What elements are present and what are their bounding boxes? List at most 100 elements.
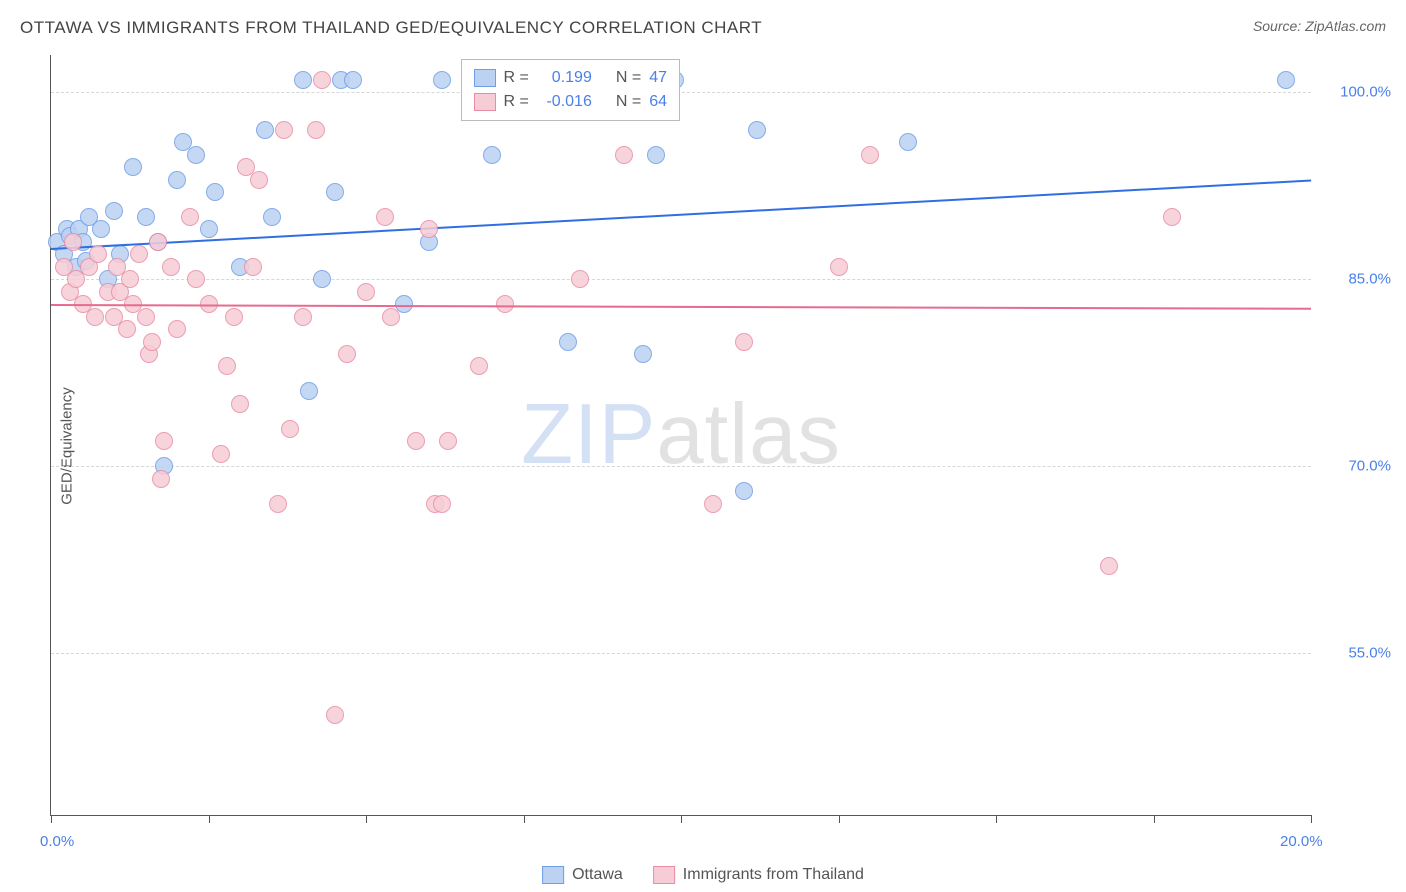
data-point xyxy=(149,233,167,251)
data-point xyxy=(121,270,139,288)
y-tick-label: 55.0% xyxy=(1321,645,1391,662)
data-point xyxy=(307,121,325,139)
watermark-zip: ZIP xyxy=(521,387,656,482)
data-point xyxy=(168,320,186,338)
data-point xyxy=(137,208,155,226)
data-point xyxy=(1100,557,1118,575)
x-tick xyxy=(209,815,210,823)
n-label: N = xyxy=(616,69,641,87)
data-point xyxy=(376,208,394,226)
data-point xyxy=(407,432,425,450)
data-point xyxy=(244,258,262,276)
data-point xyxy=(64,233,82,251)
data-point xyxy=(130,245,148,263)
data-point xyxy=(496,295,514,313)
legend-swatch xyxy=(474,69,496,87)
data-point xyxy=(899,133,917,151)
n-value: 47 xyxy=(649,69,667,87)
data-point xyxy=(344,71,362,89)
data-point xyxy=(735,333,753,351)
gridline xyxy=(51,92,1311,93)
data-point xyxy=(225,308,243,326)
data-point xyxy=(294,308,312,326)
y-tick-label: 70.0% xyxy=(1321,458,1391,475)
data-point xyxy=(200,220,218,238)
data-point xyxy=(439,432,457,450)
legend-item-ottawa: Ottawa xyxy=(542,866,623,884)
data-point xyxy=(647,146,665,164)
r-label: R = xyxy=(504,69,529,87)
data-point xyxy=(212,445,230,463)
data-point xyxy=(105,202,123,220)
correlation-legend: R = 0.199 N = 47 R = -0.016 N = 64 xyxy=(461,59,680,121)
data-point xyxy=(256,121,274,139)
data-point xyxy=(281,420,299,438)
data-point xyxy=(137,308,155,326)
data-point xyxy=(483,146,501,164)
chart-title: OTTAWA VS IMMIGRANTS FROM THAILAND GED/E… xyxy=(20,18,762,37)
watermark-atlas: atlas xyxy=(656,387,841,482)
data-point xyxy=(187,146,205,164)
legend-swatch xyxy=(474,93,496,111)
data-point xyxy=(433,495,451,513)
legend-swatch xyxy=(653,866,675,884)
y-tick-label: 85.0% xyxy=(1321,271,1391,288)
data-point xyxy=(326,183,344,201)
x-tick xyxy=(1311,815,1312,823)
data-point xyxy=(118,320,136,338)
data-point xyxy=(152,470,170,488)
x-tick xyxy=(996,815,997,823)
data-point xyxy=(313,270,331,288)
n-label: N = xyxy=(616,93,641,111)
data-point xyxy=(704,495,722,513)
data-point xyxy=(1277,71,1295,89)
data-point xyxy=(861,146,879,164)
x-tick xyxy=(366,815,367,823)
data-point xyxy=(470,357,488,375)
gridline xyxy=(51,653,1311,654)
data-point xyxy=(168,171,186,189)
data-point xyxy=(338,345,356,363)
legend-label: Ottawa xyxy=(572,866,623,884)
data-point xyxy=(294,71,312,89)
x-tick-label: 0.0% xyxy=(40,833,74,850)
n-value: 64 xyxy=(649,93,667,111)
data-point xyxy=(559,333,577,351)
data-point xyxy=(735,482,753,500)
data-point xyxy=(92,220,110,238)
data-point xyxy=(269,495,287,513)
data-point xyxy=(143,333,161,351)
chart-header: OTTAWA VS IMMIGRANTS FROM THAILAND GED/E… xyxy=(20,18,1386,48)
data-point xyxy=(830,258,848,276)
data-point xyxy=(231,395,249,413)
legend-row: R = 0.199 N = 47 xyxy=(474,66,667,90)
trend-line xyxy=(51,180,1311,251)
data-point xyxy=(615,146,633,164)
x-tick xyxy=(1154,815,1155,823)
data-point xyxy=(357,283,375,301)
data-point xyxy=(187,270,205,288)
legend-item-thailand: Immigrants from Thailand xyxy=(653,866,864,884)
data-point xyxy=(420,220,438,238)
legend-label: Immigrants from Thailand xyxy=(683,866,864,884)
trend-line xyxy=(51,304,1311,310)
gridline xyxy=(51,279,1311,280)
data-point xyxy=(181,208,199,226)
data-point xyxy=(263,208,281,226)
r-value: 0.199 xyxy=(537,69,592,87)
watermark: ZIPatlas xyxy=(521,386,841,484)
data-point xyxy=(571,270,589,288)
y-tick-label: 100.0% xyxy=(1321,84,1391,101)
data-point xyxy=(313,71,331,89)
r-value: -0.016 xyxy=(537,93,592,111)
r-label: R = xyxy=(504,93,529,111)
legend-swatch xyxy=(542,866,564,884)
x-tick xyxy=(681,815,682,823)
data-point xyxy=(155,432,173,450)
data-point xyxy=(162,258,180,276)
data-point xyxy=(748,121,766,139)
x-tick xyxy=(51,815,52,823)
bottom-legend: Ottawa Immigrants from Thailand xyxy=(542,866,864,884)
data-point xyxy=(326,706,344,724)
source-label: Source: ZipAtlas.com xyxy=(1253,18,1386,34)
